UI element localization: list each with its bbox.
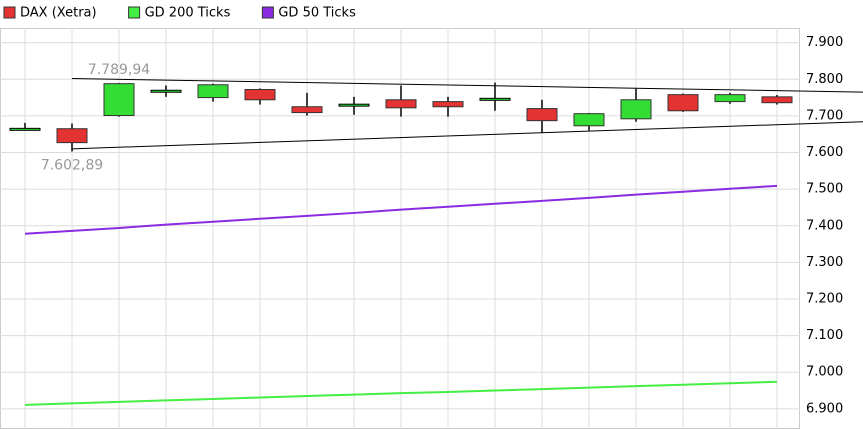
candle-body — [291, 106, 323, 114]
candle-body — [197, 84, 229, 99]
y-tick-label: 7.700 — [806, 108, 843, 123]
candle-body — [432, 101, 464, 108]
y-tick-label: 7.100 — [806, 328, 843, 343]
y-tick-label: 6.900 — [806, 401, 843, 416]
y-tick-label: 7.600 — [806, 145, 843, 160]
candle-body — [9, 127, 41, 131]
y-tick-label: 7.800 — [806, 72, 843, 87]
trendline — [71, 121, 863, 150]
legend-label: GD 50 Ticks — [278, 6, 356, 21]
legend-swatch — [128, 6, 141, 19]
candle-body — [667, 94, 699, 112]
candle-body — [103, 83, 135, 117]
legend-swatch — [261, 6, 274, 19]
legend-label: DAX (Xetra) — [20, 6, 97, 21]
candle-body — [385, 99, 417, 109]
y-tick-label: 7.200 — [806, 291, 843, 306]
y-tick-label: 7.400 — [806, 218, 843, 233]
candle-body — [244, 89, 276, 101]
y-tick-label: 7.000 — [806, 365, 843, 380]
y-tick-label: 7.900 — [806, 35, 843, 50]
y-tick-label: 7.500 — [806, 182, 843, 197]
candle-body — [56, 128, 88, 144]
candle-body — [150, 89, 182, 93]
y-tick-label: 7.300 — [806, 255, 843, 270]
candle-body — [714, 94, 746, 103]
candle-body — [338, 103, 370, 107]
ma-line — [24, 380, 778, 406]
candle-body — [573, 113, 605, 127]
candle-body — [526, 108, 558, 122]
trendline — [71, 78, 863, 93]
legend-label: GD 200 Ticks — [145, 6, 231, 21]
price-annotation: 7.789,94 — [88, 62, 150, 78]
candle-body — [761, 96, 793, 104]
legend-swatch — [3, 6, 16, 19]
price-annotation: 7.602,89 — [41, 157, 103, 173]
candle-body — [479, 97, 511, 101]
ma-line — [24, 184, 778, 235]
candle-body — [620, 99, 652, 120]
